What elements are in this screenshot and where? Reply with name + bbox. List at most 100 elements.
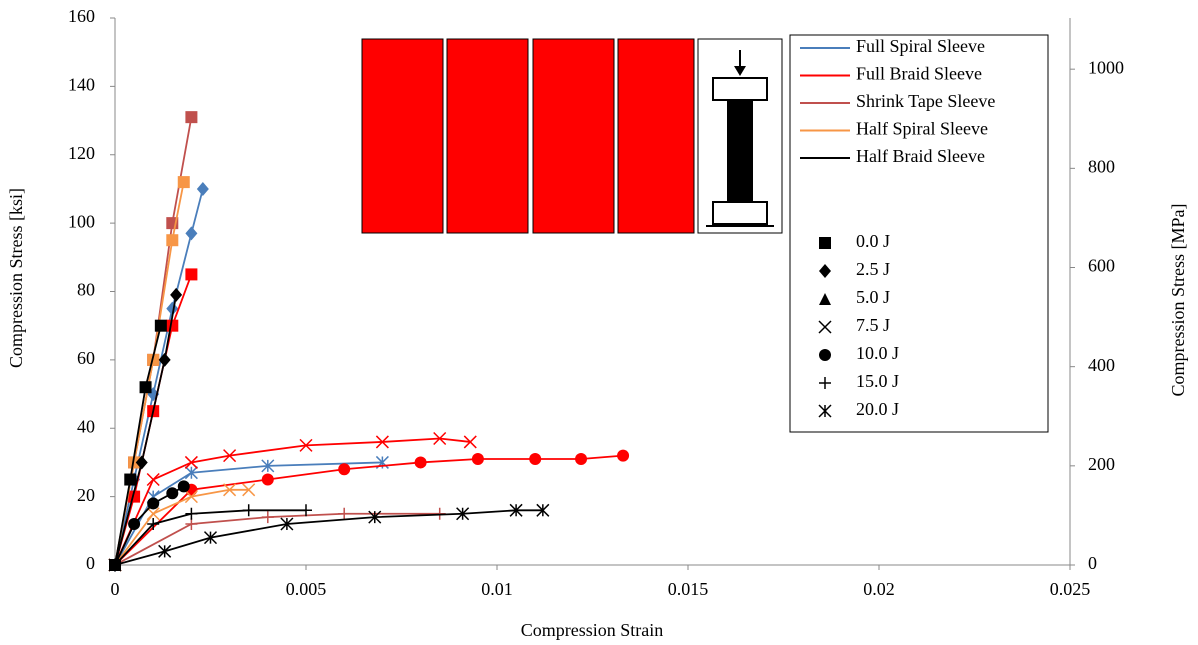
marker	[819, 237, 831, 249]
marker	[166, 487, 179, 500]
marker	[529, 453, 542, 466]
y-tick-label: 80	[77, 280, 95, 300]
y2-tick-label: 1000	[1088, 57, 1124, 77]
y-axis-title: Compression Stress [ksi]	[6, 188, 26, 368]
marker	[223, 449, 237, 463]
x-axis-title: Compression Strain	[521, 620, 664, 640]
y2-tick-label: 400	[1088, 355, 1115, 375]
y-tick-label: 140	[68, 75, 95, 95]
legend-label: 7.5 J	[856, 315, 890, 335]
marker	[128, 490, 141, 503]
marker	[177, 480, 190, 493]
y-tick-label: 60	[77, 348, 95, 368]
marker	[242, 504, 255, 517]
y-tick-label: 100	[68, 211, 95, 231]
legend-label: Shrink Tape Sleeve	[856, 91, 995, 111]
marker	[166, 234, 179, 247]
marker	[185, 226, 198, 241]
marker	[158, 544, 172, 558]
marker	[509, 503, 523, 517]
y2-tick-label: 0	[1088, 553, 1097, 573]
marker	[575, 453, 588, 466]
marker	[166, 301, 179, 316]
x-tick-label: 0.015	[668, 579, 709, 599]
marker	[170, 287, 183, 302]
marker	[463, 435, 477, 449]
x-tick-label: 0.025	[1050, 579, 1091, 599]
marker	[617, 449, 630, 462]
marker	[819, 293, 831, 305]
y2-axis-title: Compression Stress [MPa]	[1168, 204, 1188, 397]
marker	[154, 319, 167, 332]
y-tick-label: 0	[86, 553, 95, 573]
marker	[158, 352, 171, 367]
legend-label: 5.0 J	[856, 287, 890, 307]
legend-label: 20.0 J	[856, 399, 899, 419]
marker	[185, 111, 198, 124]
marker	[147, 517, 160, 530]
marker	[414, 456, 427, 469]
marker	[456, 507, 470, 521]
marker	[819, 377, 831, 389]
marker	[818, 320, 832, 334]
marker	[146, 507, 160, 521]
marker	[338, 507, 351, 520]
y-tick-label: 160	[68, 6, 95, 26]
x-tick-label: 0.02	[863, 579, 895, 599]
marker	[242, 483, 256, 497]
legend-label: 0.0 J	[856, 231, 890, 251]
legend-label: 10.0 J	[856, 343, 899, 363]
marker	[128, 517, 141, 530]
legend-label: Half Braid Sleeve	[856, 146, 985, 166]
legend-label: 15.0 J	[856, 371, 899, 391]
marker	[261, 459, 275, 473]
marker	[223, 483, 237, 497]
marker	[261, 473, 274, 486]
x-tick-label: 0.005	[286, 579, 327, 599]
marker	[184, 466, 198, 480]
x-tick-label: 0.01	[481, 579, 513, 599]
marker	[299, 438, 313, 452]
marker	[819, 264, 831, 278]
y2-tick-label: 600	[1088, 256, 1115, 276]
curve	[108, 503, 550, 572]
marker	[147, 497, 160, 510]
marker	[203, 531, 218, 545]
y-tick-label: 40	[77, 416, 95, 436]
line	[114, 509, 543, 566]
curve	[108, 483, 256, 572]
marker	[471, 453, 484, 466]
marker	[184, 455, 198, 469]
legend-label: Full Spiral Sleeve	[856, 36, 985, 56]
line	[114, 325, 162, 566]
y-tick-label: 20	[77, 485, 95, 505]
marker	[128, 456, 141, 469]
marker	[139, 381, 152, 394]
marker	[819, 349, 831, 361]
marker	[185, 268, 198, 281]
marker	[177, 176, 190, 189]
marker	[338, 463, 351, 476]
legend-label: Full Braid Sleeve	[856, 64, 982, 84]
marker	[375, 435, 389, 449]
legend-label: Half Spiral Sleeve	[856, 119, 988, 139]
marker	[368, 510, 382, 524]
legend-label: 2.5 J	[856, 259, 890, 279]
marker	[135, 455, 148, 470]
marker	[300, 504, 312, 517]
legend	[789, 34, 1049, 433]
marker	[108, 558, 122, 572]
marker	[261, 511, 274, 524]
marker	[185, 507, 198, 520]
y2-tick-label: 800	[1088, 156, 1115, 176]
marker	[536, 503, 550, 517]
marker	[124, 473, 137, 486]
marker	[185, 517, 198, 530]
marker	[280, 517, 294, 531]
inset	[361, 38, 783, 234]
line	[114, 294, 178, 566]
marker	[433, 431, 447, 446]
y2-tick-label: 200	[1088, 454, 1115, 474]
marker	[196, 181, 209, 196]
